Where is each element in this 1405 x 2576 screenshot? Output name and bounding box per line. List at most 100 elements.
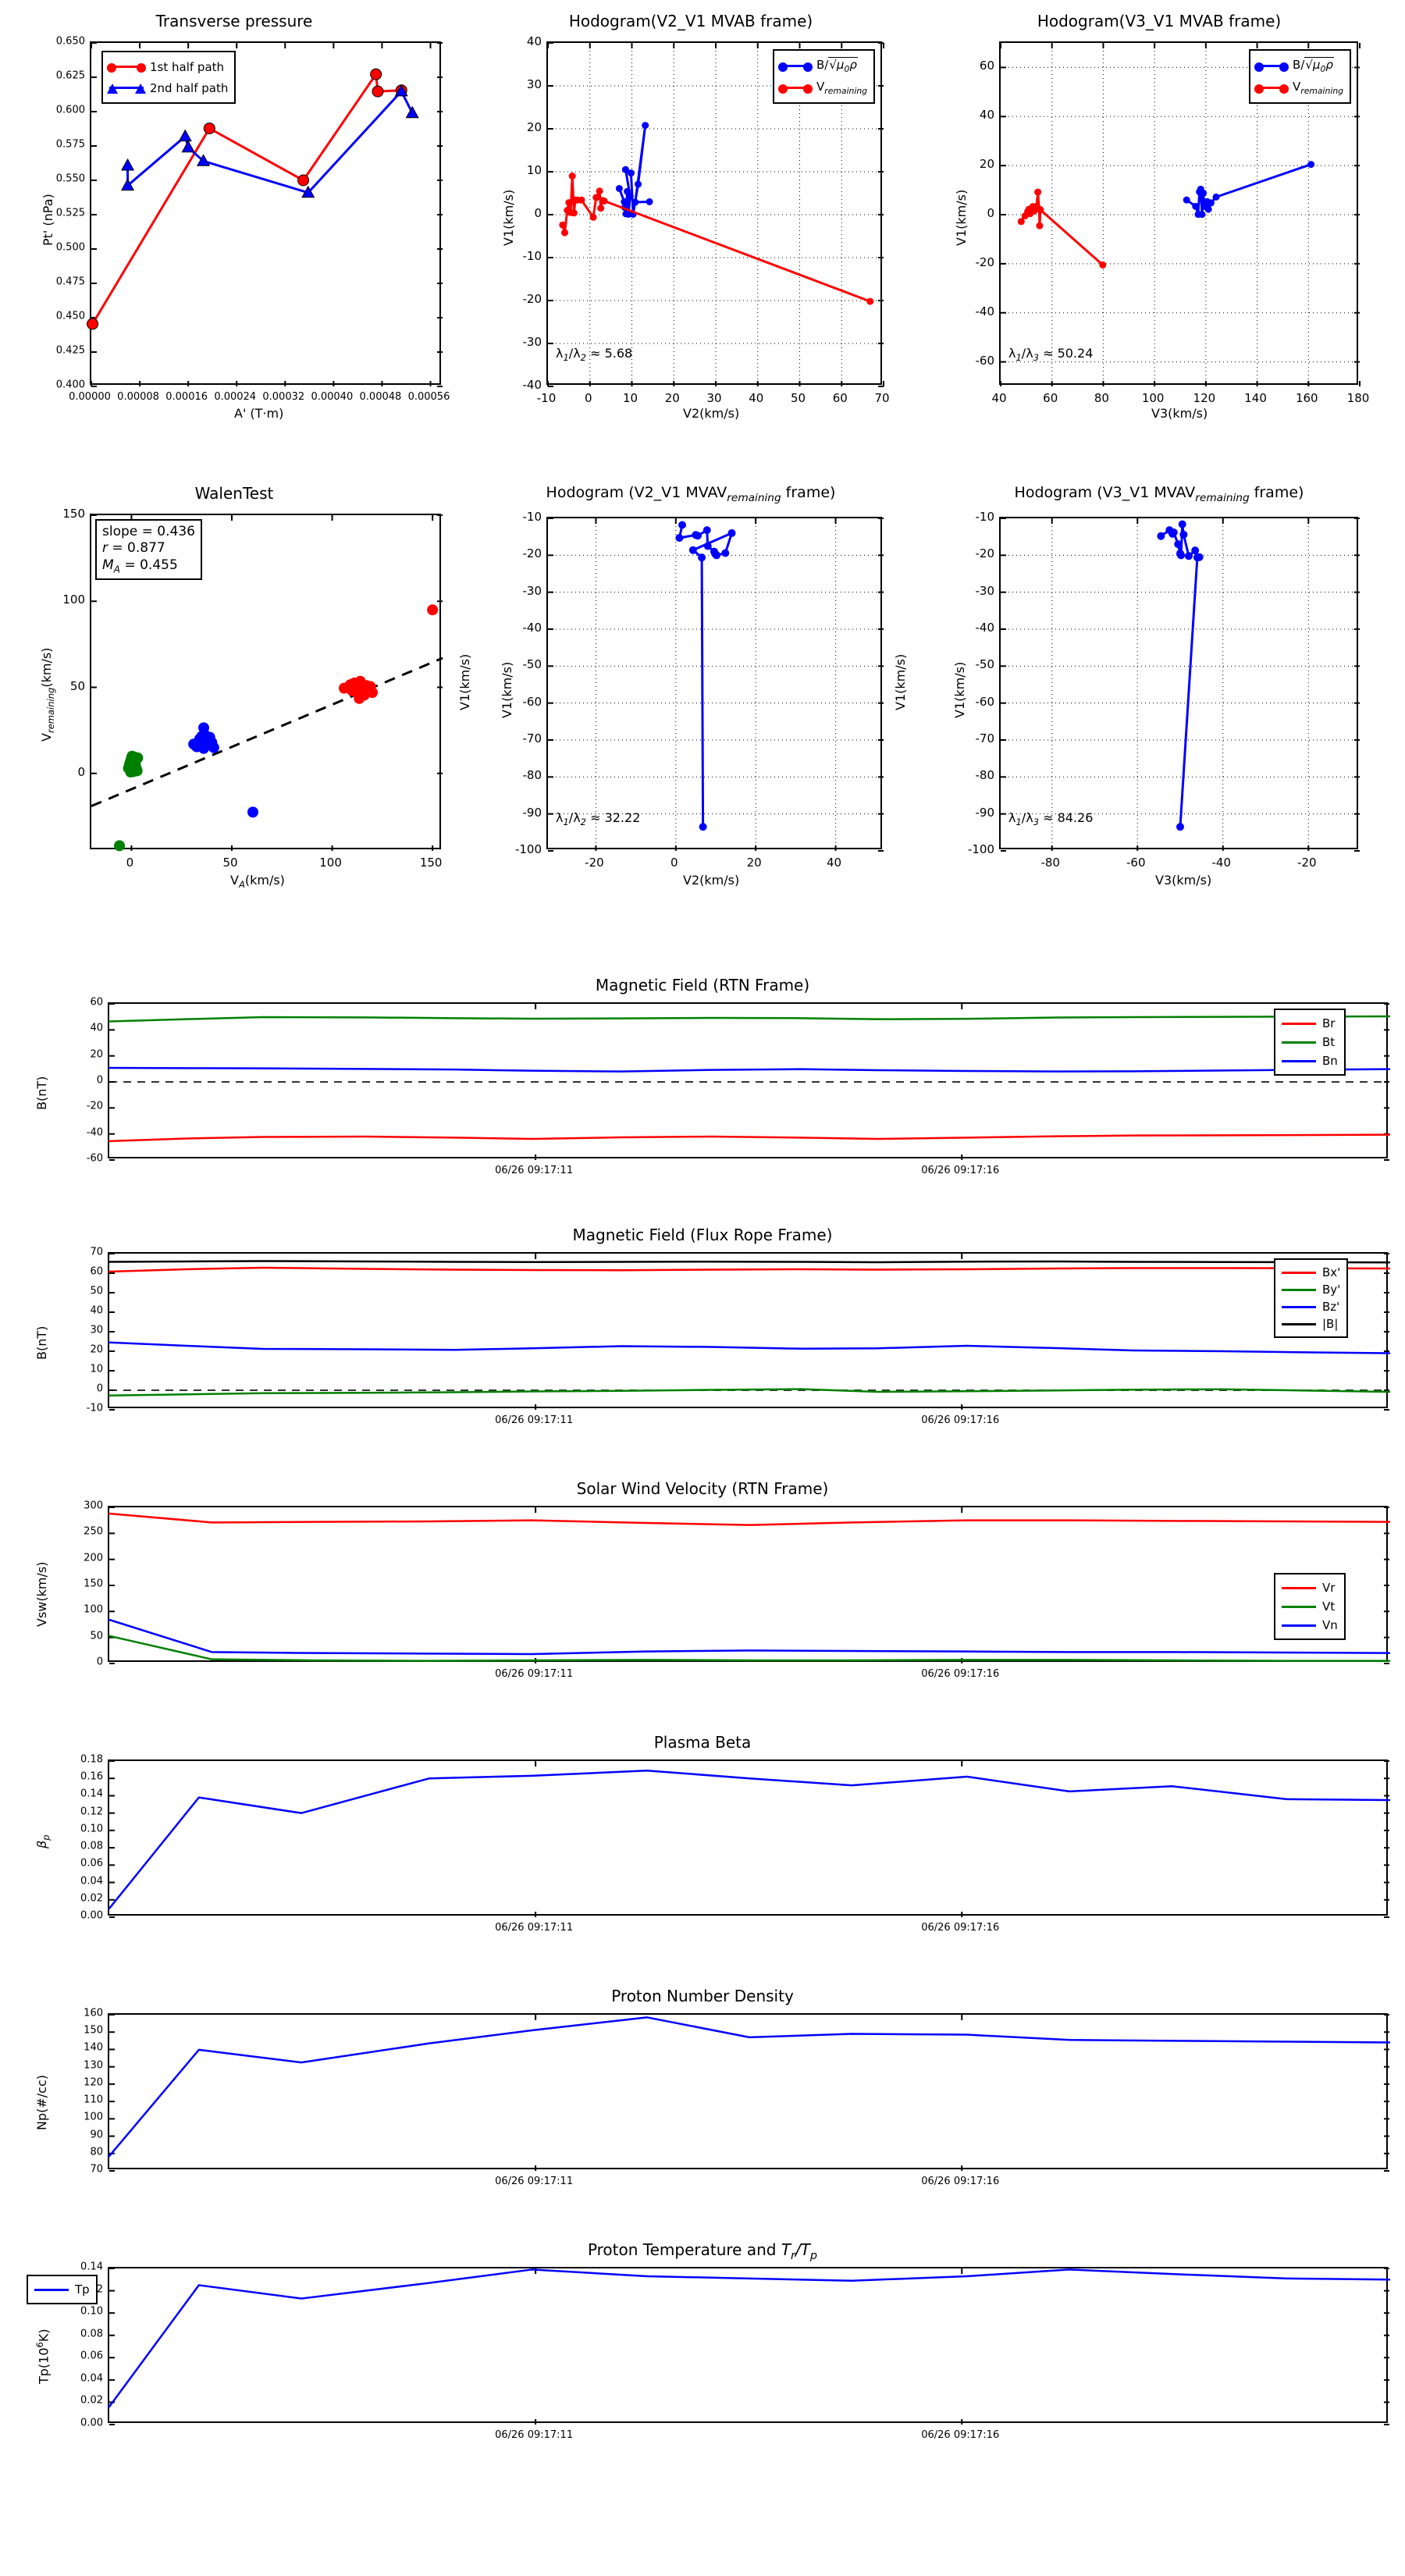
y-tick-label: 110	[84, 2094, 103, 2106]
axis-label: Np(#/cc)	[34, 2075, 49, 2130]
y-tick-label: 0.08	[80, 1840, 103, 1852]
legend-item: Bn	[1282, 1051, 1338, 1070]
legend-marker	[803, 62, 813, 72]
axis-label: V2(km/s)	[683, 406, 740, 421]
y-tick-label: 150	[62, 507, 85, 521]
legend-item: B/√μ0ρ	[1254, 55, 1343, 76]
y-tick-label: 40	[90, 1304, 103, 1317]
y-tick-label: 0.400	[55, 379, 85, 391]
axis-label: VA(km/s)	[230, 873, 285, 891]
y-tick-label: -60	[522, 694, 542, 709]
y-tick-label: -40	[86, 1126, 103, 1139]
legend-label: Vremaining	[816, 79, 868, 96]
axis-label: V1(km/s)	[952, 661, 967, 718]
y-tick-label: 100	[84, 2111, 103, 2123]
legend-swatch	[1254, 62, 1289, 72]
axis-label: Vsw(km/s)	[34, 1561, 49, 1627]
x-tick-label: 0	[126, 856, 134, 870]
y-tick-label: 0	[96, 1074, 103, 1087]
panel-hodo_v3v1_mvav: Hodogram (V3_V1 MVAVremaining frame) -100…	[937, 484, 1382, 921]
y-tick-label: -60	[975, 353, 995, 368]
y-tick-label: 0.12	[80, 1806, 103, 1818]
legend-item: Bx'	[1282, 1264, 1340, 1281]
legend-swatch	[778, 84, 813, 94]
y-tick-label: -60	[975, 694, 995, 709]
annotation-text: λ1/λ2 ≈ 32.22	[556, 810, 641, 828]
y-tick-label: -40	[522, 621, 542, 635]
plot-area	[108, 1759, 1391, 1918]
y-tick-label: 0.04	[80, 1875, 103, 1888]
y-tick-label: 0	[987, 206, 994, 220]
legend: Br Bt Bn	[1274, 1009, 1346, 1076]
plot-svg	[108, 2014, 1391, 2172]
series-line	[1019, 190, 1104, 266]
series-line	[91, 73, 403, 326]
legend-marker	[107, 63, 116, 73]
axis-label: V3(km/s)	[1155, 873, 1212, 888]
y-tick-label: -100	[967, 842, 994, 856]
y-tick-label: 70	[90, 2163, 103, 2176]
y-tick-label: 0.550	[55, 173, 85, 185]
panel-title: Hodogram(V2_V1 MVAB frame)	[568, 12, 813, 30]
y-tick-label: -80	[975, 768, 995, 783]
axis-label: A' (T·m)	[234, 406, 284, 421]
walen-slope: slope = 0.436	[102, 524, 195, 539]
axis-label: V1(km/s)	[501, 189, 516, 246]
y-tick-label: 30	[526, 77, 542, 91]
y-tick-label: -10	[86, 1402, 103, 1414]
legend-marker	[135, 84, 146, 94]
x-tick-label: 50	[222, 856, 238, 870]
legend-item: Vr	[1282, 1578, 1338, 1597]
y-tick-label: 0.525	[55, 207, 85, 219]
x-tick-label: 10	[622, 391, 638, 405]
annotation-text: λ1/λ2 ≈ 5.68	[556, 346, 633, 364]
legend-swatch	[1282, 1605, 1316, 1608]
axis-label: Vremaining(km/s)	[39, 647, 57, 742]
x-tick-label: 06/26 09:17:16	[921, 2176, 1000, 2187]
legend-label: Vr	[1322, 1581, 1336, 1595]
legend-item: Vt	[1282, 1597, 1338, 1616]
y-tick-label: 80	[90, 2146, 103, 2158]
axis-label: V1(km/s)	[893, 653, 908, 710]
series-line	[678, 524, 733, 828]
legend-label: 2nd half path	[150, 80, 229, 95]
axis-label: V1(km/s)	[500, 661, 514, 718]
series-line	[108, 1266, 1391, 1273]
x-tick-label: 20	[664, 391, 680, 405]
legend-swatch	[1254, 84, 1289, 94]
panel-b_rtn: Magnetic Field (RTN Frame) -60 -40 -20 0 20 40…	[16, 976, 1391, 1202]
series-line	[126, 90, 414, 194]
y-tick-label: 0.04	[80, 2372, 103, 2385]
series-line	[108, 1133, 1391, 1143]
legend: B/√μ0ρ Vremaining	[1249, 49, 1352, 104]
panel-transverse_pressure: Transverse pressure 0.400 0.425 0.450 0.475 0…	[16, 12, 453, 433]
plot-area	[546, 517, 884, 852]
legend-marker	[1254, 62, 1264, 72]
y-tick-label: 0.475	[55, 276, 85, 288]
y-tick-label: 0.425	[55, 344, 85, 357]
legend-swatch	[107, 84, 146, 94]
panel-hodo_v2v1_mvab: Hodogram(V2_V1 MVAB frame) -40 -30 -20 -10 0 1…	[484, 12, 898, 433]
y-tick-label: -100	[514, 842, 542, 856]
y-tick-label: 30	[90, 1324, 103, 1336]
x-tick-label: 100	[1141, 391, 1165, 405]
panel-title: Magnetic Field (Flux Rope Frame)	[572, 1226, 833, 1244]
y-tick-label: 0.18	[80, 1753, 103, 1766]
y-tick-label: 0.16	[80, 1770, 103, 1783]
legend-marker	[1279, 62, 1289, 72]
series-line	[108, 2268, 1391, 2408]
legend-label: Br	[1322, 1016, 1336, 1030]
series-line	[108, 1618, 1391, 1656]
y-tick-label: -10	[522, 510, 542, 524]
y-tick-label: -20	[522, 292, 542, 306]
y-tick-label: 20	[90, 1048, 103, 1061]
x-tick-label: 100	[319, 856, 342, 870]
y-tick-label: -30	[522, 335, 542, 349]
axis-label: B(nT)	[34, 1325, 49, 1360]
y-tick-label: 0.02	[80, 1892, 103, 1905]
y-tick-label: 0.06	[80, 2350, 103, 2362]
plot-svg	[91, 514, 443, 852]
x-tick-label: 0	[584, 391, 592, 405]
legend-label: Bx'	[1322, 1265, 1341, 1279]
panel-title: Proton Temperature and Tr/Tp	[587, 2240, 818, 2262]
